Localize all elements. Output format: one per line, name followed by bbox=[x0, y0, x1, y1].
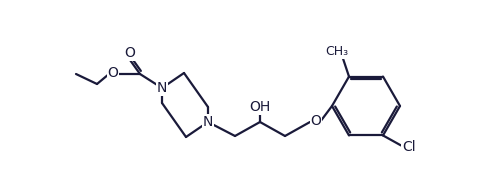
Text: OH: OH bbox=[249, 100, 270, 114]
Text: N: N bbox=[157, 81, 167, 95]
Text: CH₃: CH₃ bbox=[325, 45, 349, 58]
Text: N: N bbox=[203, 115, 213, 129]
Text: Cl: Cl bbox=[402, 141, 416, 154]
Text: O: O bbox=[311, 114, 321, 128]
Text: O: O bbox=[124, 46, 135, 60]
Text: O: O bbox=[108, 66, 119, 80]
